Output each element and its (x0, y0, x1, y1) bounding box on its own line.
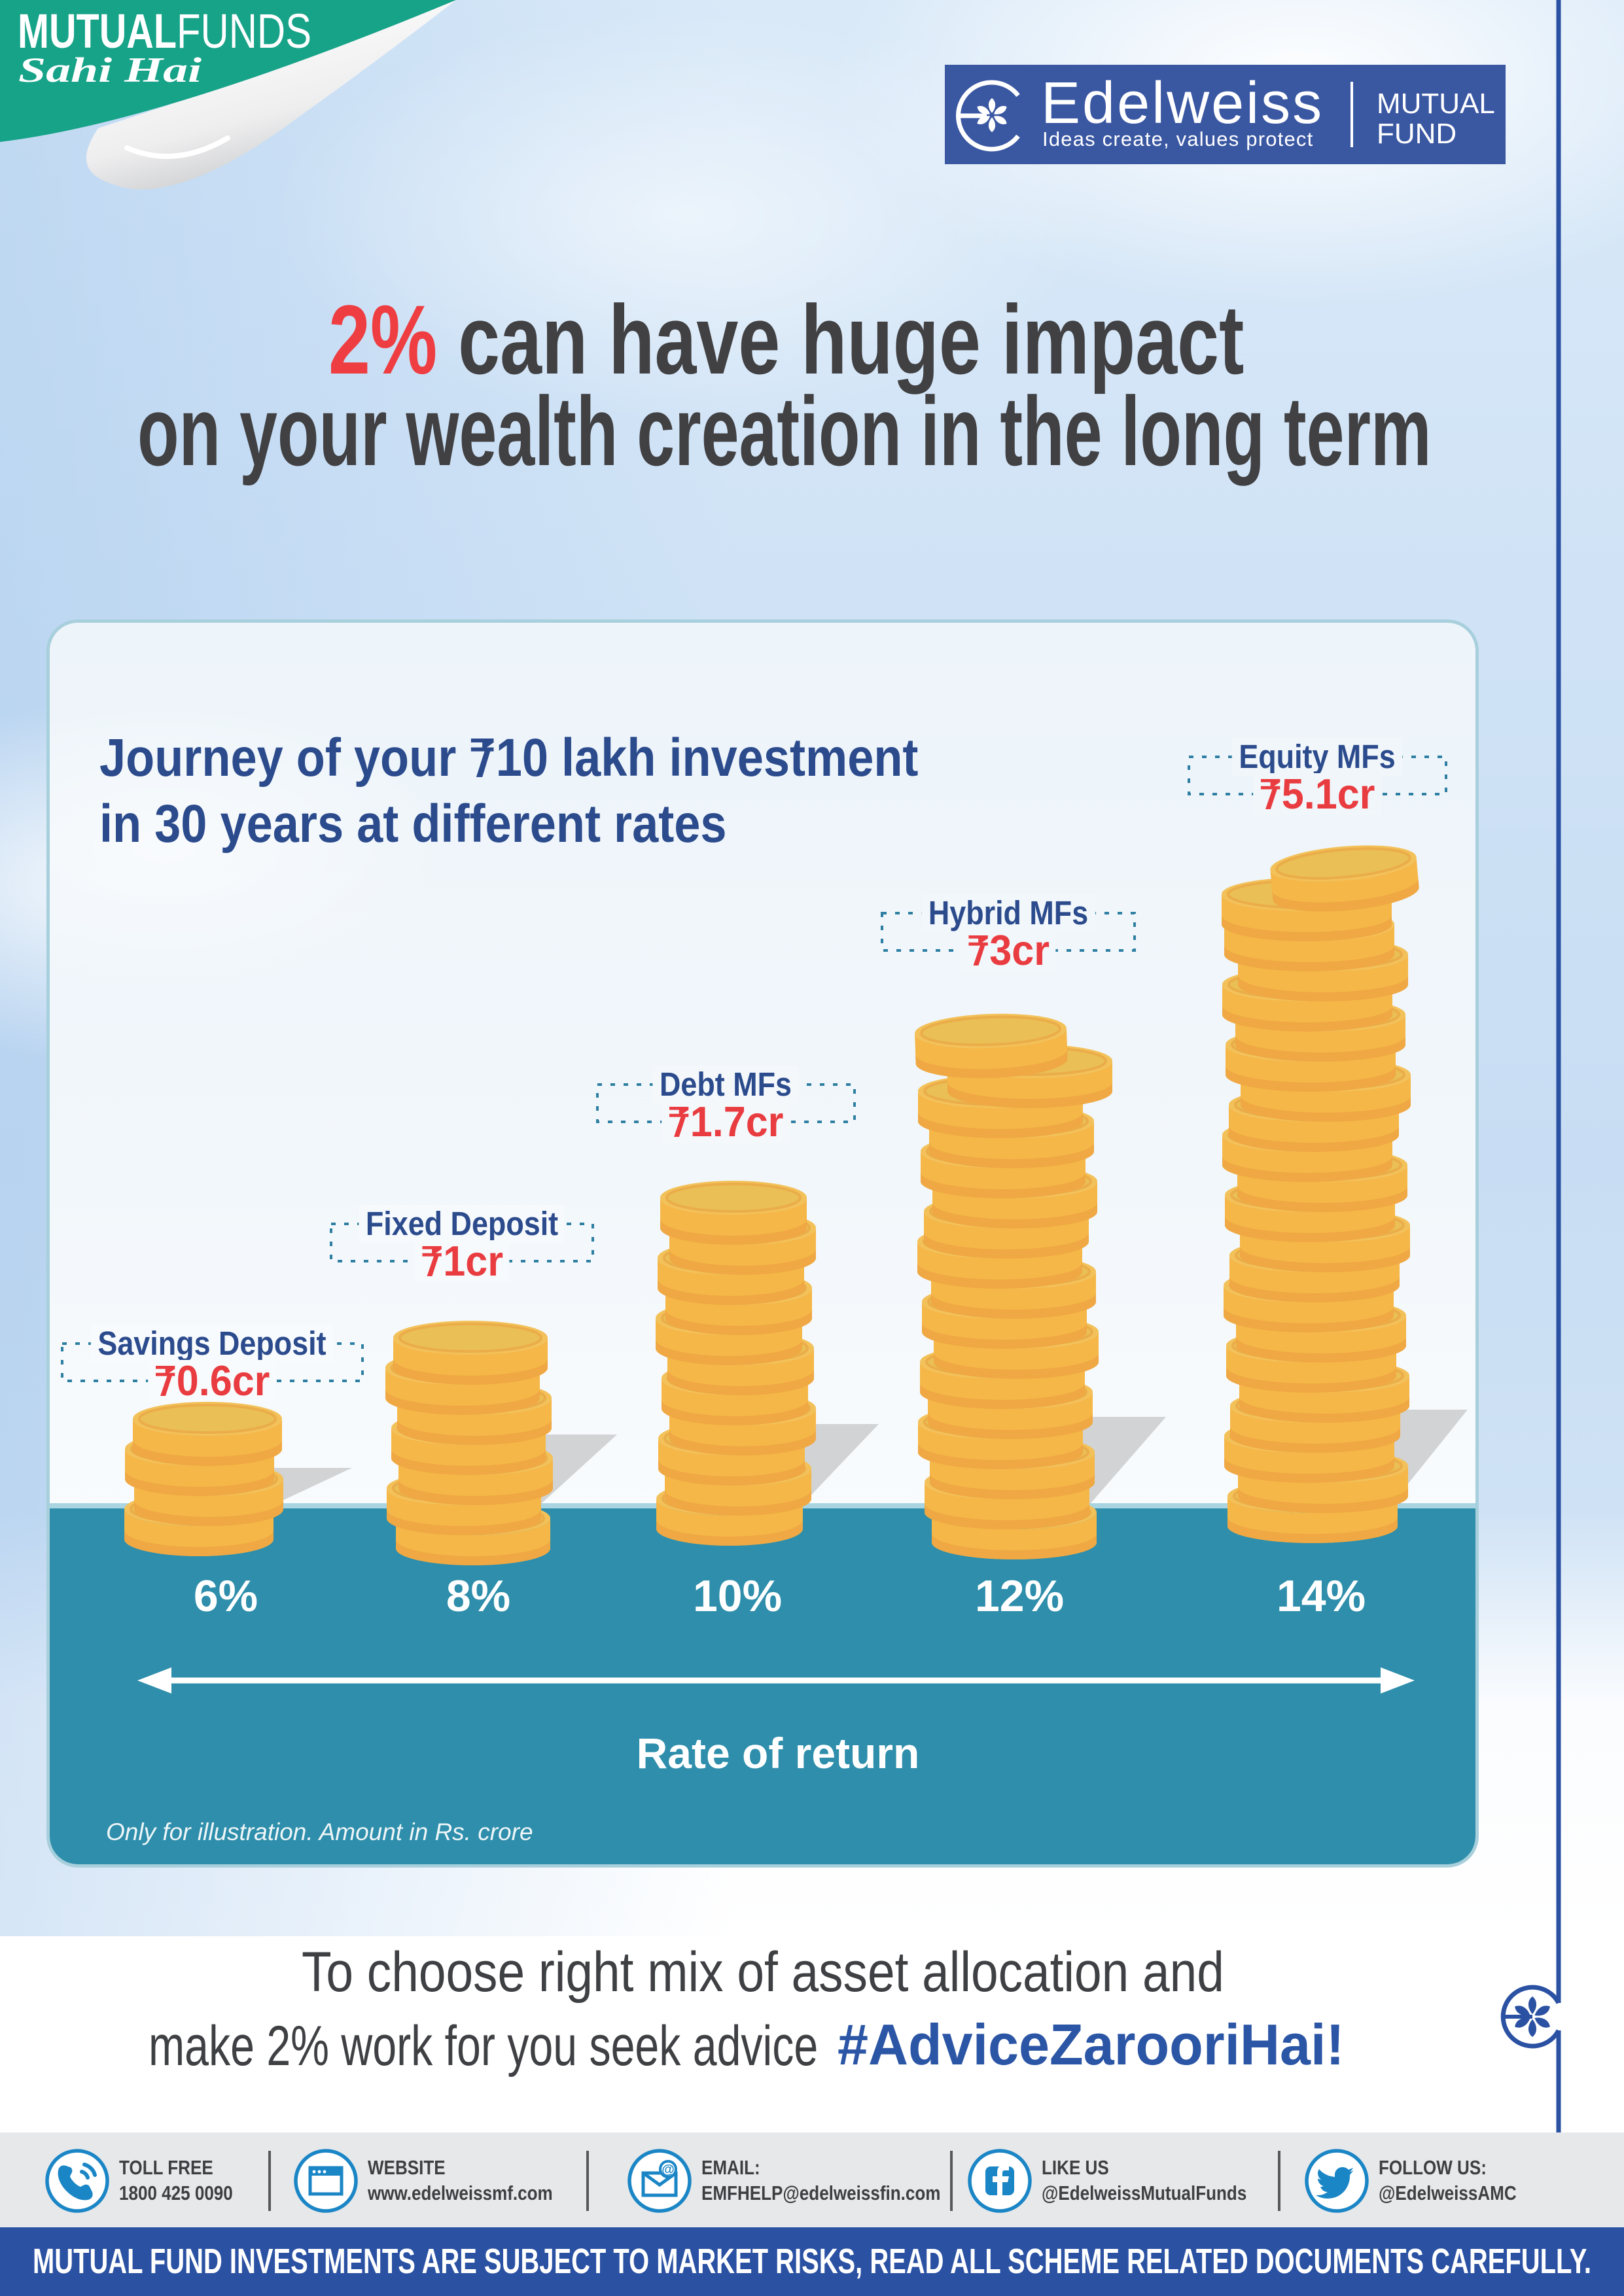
svg-text:FUNDS: FUNDS (177, 4, 311, 58)
svg-text:Ideas create, values protect: Ideas create, values protect (1042, 128, 1313, 150)
svg-text:MUTUAL: MUTUAL (1377, 88, 1495, 120)
svg-text:FUND: FUND (1377, 118, 1456, 150)
svg-text:MUTUAL: MUTUAL (18, 4, 177, 58)
svg-text:Sahi Hai: Sahi Hai (18, 50, 202, 90)
svg-text:Edelweiss: Edelweiss (1041, 71, 1324, 136)
svg-text:@: @ (662, 2163, 675, 2177)
